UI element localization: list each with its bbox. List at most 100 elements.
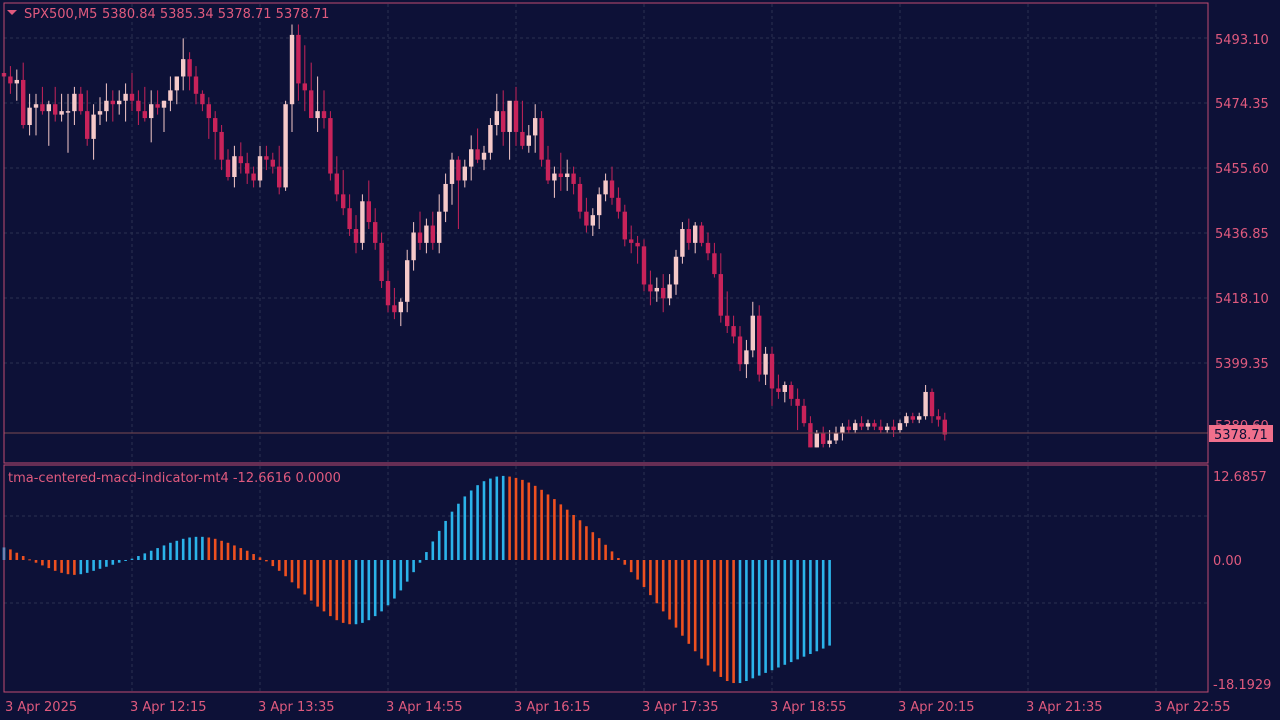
macd-bar: [521, 479, 524, 560]
candle-body: [270, 159, 275, 167]
candle-body: [14, 79, 19, 84]
candle-body: [699, 225, 704, 243]
candle-body: [392, 305, 397, 313]
macd-bar: [258, 557, 262, 560]
indicator-axis: 12.6857 0.00 -18.1929: [1213, 470, 1271, 693]
candle-body: [97, 111, 103, 115]
symbol-label[interactable]: SPX500,M5: [24, 7, 97, 22]
candle-body: [315, 111, 320, 119]
macd-bar: [380, 560, 383, 612]
candle-body: [181, 59, 186, 77]
candle-body: [609, 180, 615, 198]
time-tick-label: 3 Apr 16:15: [514, 700, 591, 715]
price-tick-label: 5493.10: [1215, 33, 1269, 48]
macd-bar: [828, 560, 831, 646]
candle-body: [789, 385, 794, 399]
price-tick-label: 5474.35: [1215, 97, 1269, 112]
macd-bar: [137, 556, 140, 560]
candle-body: [225, 159, 231, 178]
macd-bar: [169, 542, 172, 560]
candle-body: [161, 100, 167, 108]
candle-body: [72, 93, 77, 112]
macd-bar: [604, 544, 607, 560]
candle-body: [449, 159, 455, 184]
macd-bar: [431, 541, 435, 560]
macd-bar: [399, 560, 403, 591]
macd-bar: [450, 511, 454, 560]
macd-bar: [777, 560, 780, 668]
candle-body: [558, 173, 563, 178]
macd-bar: [105, 560, 108, 567]
candle-body: [245, 163, 250, 174]
macd-bar: [629, 560, 633, 573]
macd-bar: [156, 548, 159, 560]
candle-body: [321, 111, 327, 119]
candle-body: [629, 239, 634, 243]
candle-body: [289, 34, 295, 105]
price-tick-label: 5455.60: [1215, 162, 1269, 177]
macd-bar: [149, 550, 153, 560]
candle-body: [597, 194, 602, 216]
candle-body: [616, 197, 621, 212]
candle-body: [782, 385, 787, 392]
macd-bar: [687, 560, 691, 644]
macd-bar: [783, 560, 787, 665]
macd-bar: [386, 560, 390, 606]
candle-body: [257, 156, 263, 181]
candle-body: [385, 281, 391, 306]
candle-body: [110, 100, 115, 105]
time-tick-label: 3 Apr 20:15: [898, 700, 975, 715]
macd-bar: [98, 560, 102, 569]
candle-body: [129, 93, 135, 101]
time-tick-label: 3 Apr 22:55: [1154, 700, 1231, 715]
macd-bar: [297, 560, 300, 589]
candle-body: [712, 253, 717, 275]
symbol-dropdown-icon[interactable]: [7, 10, 17, 15]
current-price-tag-text: 5378.71: [1214, 428, 1268, 443]
candle-body: [635, 242, 640, 247]
candle-body: [584, 211, 589, 226]
macd-bar: [617, 558, 620, 560]
macd-bar: [361, 560, 364, 623]
candle-body: [667, 284, 672, 299]
candle-body: [917, 416, 922, 420]
macd-bar: [757, 560, 761, 676]
candle-body: [821, 433, 826, 444]
candle-body: [897, 423, 903, 431]
candle-body: [673, 256, 679, 285]
macd-bar: [821, 560, 825, 649]
macd-bar: [725, 560, 729, 682]
candle-body: [213, 118, 218, 132]
candle-body: [533, 118, 538, 136]
candle-body: [744, 350, 749, 365]
macd-bar: [463, 496, 467, 560]
candle-body: [475, 149, 480, 160]
macd-bar: [393, 560, 396, 599]
macd-bar: [226, 542, 230, 560]
candle-body: [750, 315, 755, 351]
macd-bar: [540, 489, 543, 560]
macd-bar: [700, 560, 703, 659]
candle-body: [520, 131, 525, 146]
macd-bar: [469, 490, 473, 560]
candle-body: [763, 353, 768, 375]
candle-body: [193, 76, 199, 94]
macd-histogram: [2, 475, 831, 684]
macd-bar: [47, 560, 51, 569]
macd-bar: [175, 540, 179, 560]
candle-body: [590, 215, 595, 226]
macd-bar: [623, 560, 627, 565]
candle-body: [808, 423, 813, 448]
candle-body: [78, 93, 83, 112]
candle-body: [539, 118, 544, 160]
candle-body: [341, 194, 346, 209]
candle-body: [309, 90, 314, 119]
candle-body: [33, 104, 39, 108]
macd-bar: [789, 560, 793, 663]
candle-body: [347, 208, 352, 230]
candle-body: [334, 173, 339, 195]
candle-body: [942, 419, 947, 435]
macd-bar: [751, 560, 755, 679]
candle-body: [277, 166, 282, 188]
